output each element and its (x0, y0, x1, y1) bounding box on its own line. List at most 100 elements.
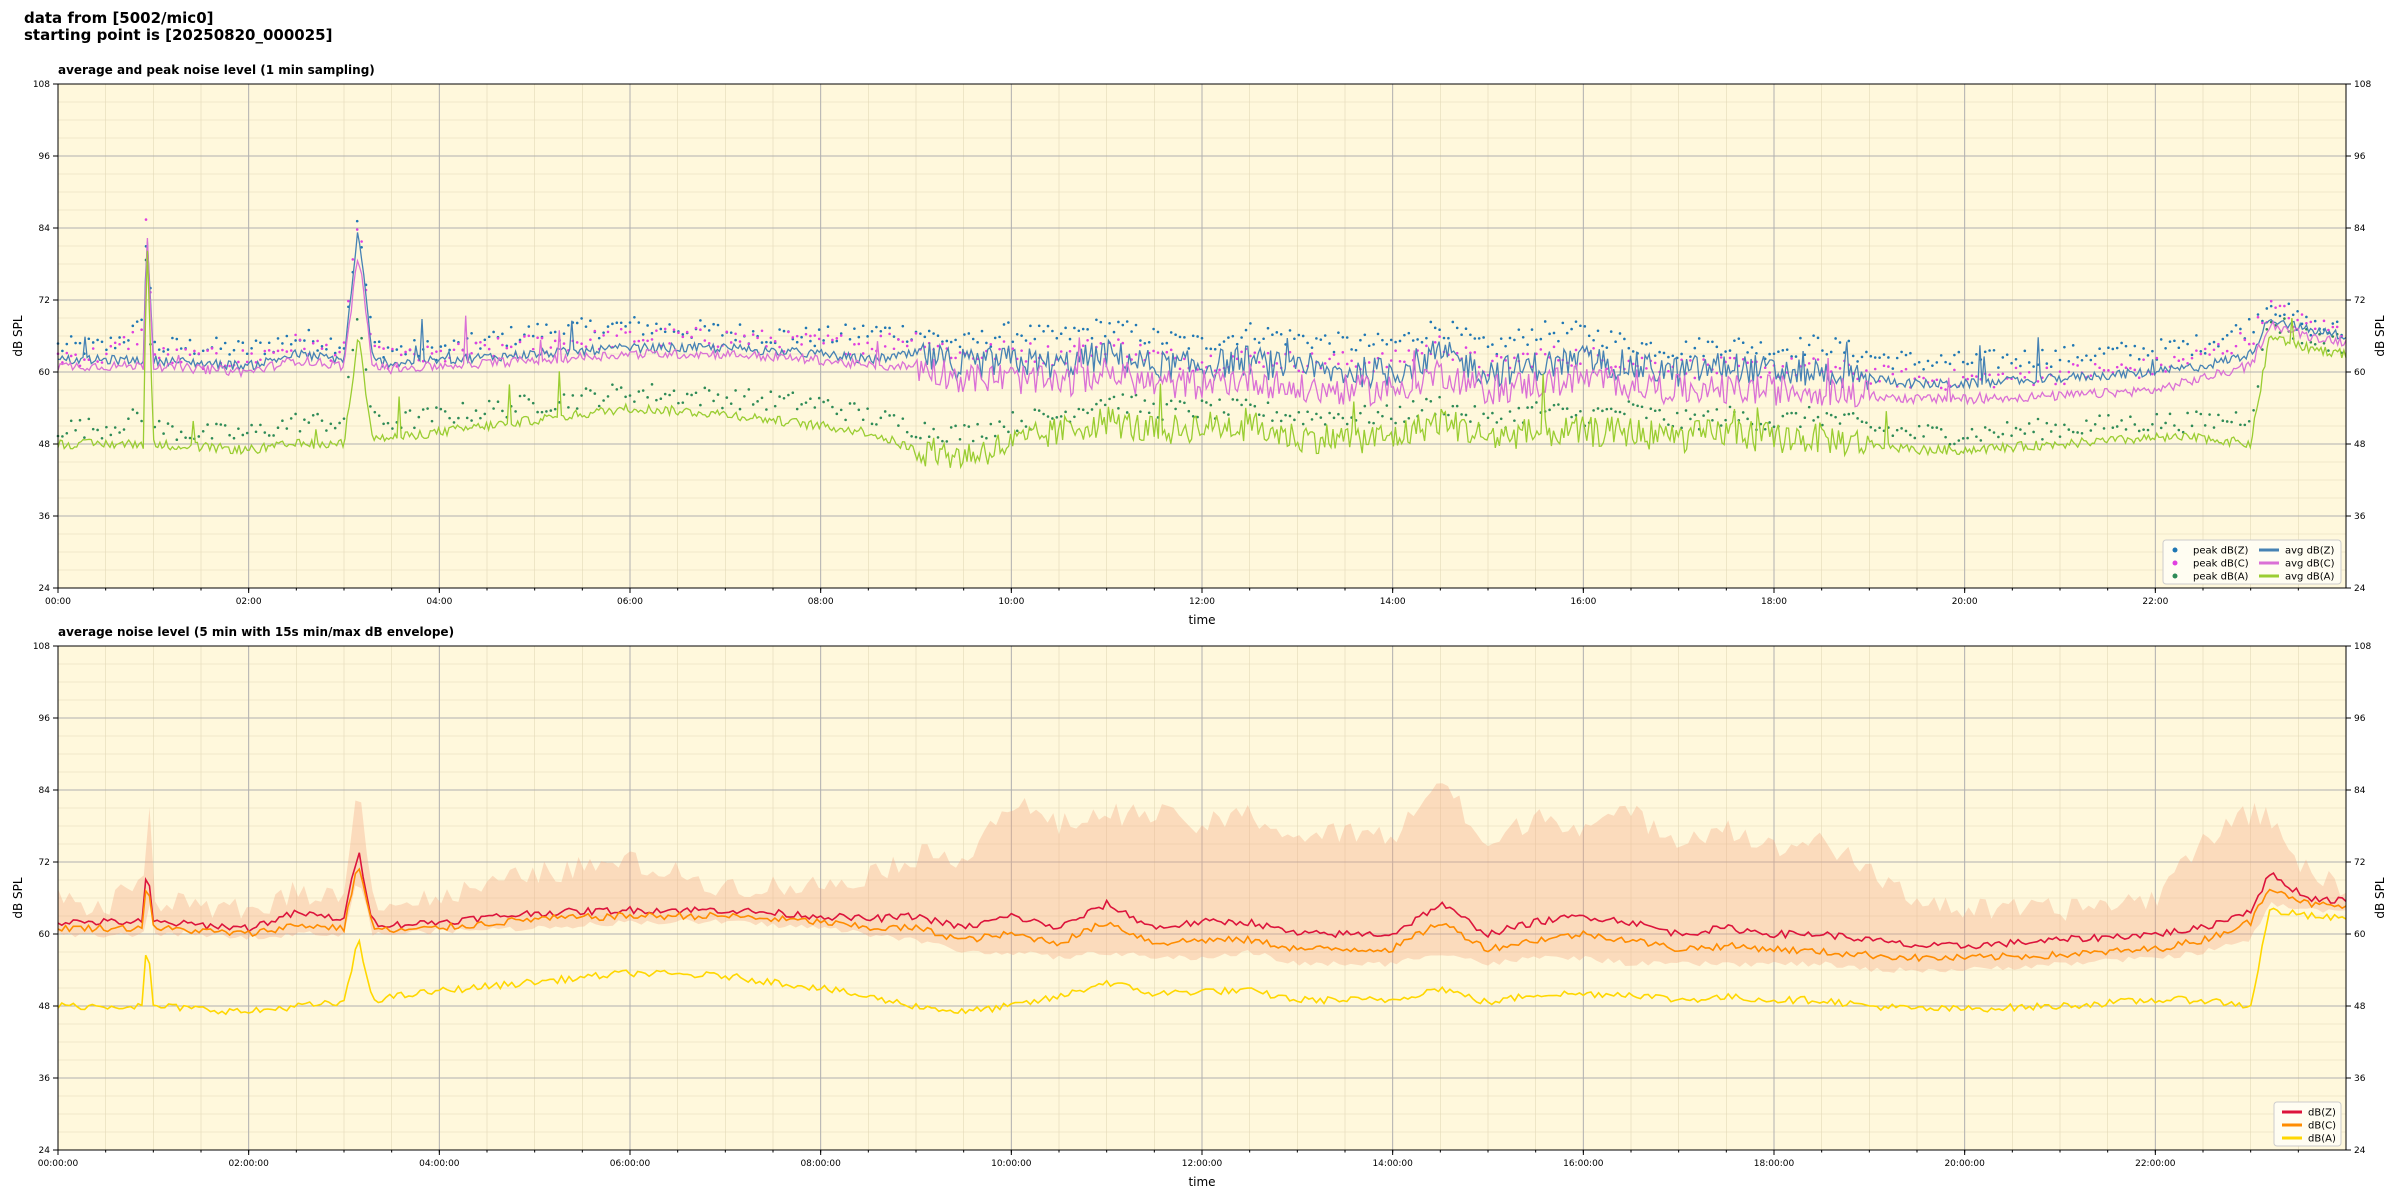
peak-point (1147, 411, 1151, 415)
peak-point (144, 218, 148, 221)
peak-point (637, 390, 641, 393)
peak-point (751, 403, 755, 406)
peak-point (228, 353, 231, 356)
peak-point (1777, 350, 1780, 354)
peak-point (311, 341, 315, 345)
peak-point (1482, 336, 1485, 339)
peak-point (817, 337, 821, 341)
peak-point (435, 406, 438, 409)
peak-point (294, 333, 297, 337)
peak-point (923, 421, 927, 425)
x-tick-label: 20:00:00 (1944, 1159, 1985, 1169)
peak-point (1464, 413, 1468, 417)
peak-point (338, 350, 341, 354)
peak-point (536, 336, 539, 340)
peak-point (1240, 403, 1243, 407)
peak-point (633, 315, 636, 319)
peak-point (1077, 329, 1081, 333)
peak-point (1359, 338, 1362, 342)
peak-point (109, 344, 113, 348)
peak-point (197, 435, 201, 438)
peak-point (800, 403, 803, 406)
peak-point (853, 343, 856, 346)
peak-point (716, 393, 720, 396)
peak-point (861, 352, 865, 355)
peak-point (1662, 351, 1666, 355)
peak-point (1909, 351, 1912, 355)
peak-point (1931, 426, 1934, 429)
peak-point (470, 351, 473, 355)
peak-point (1724, 418, 1727, 422)
peak-point (1931, 364, 1934, 367)
peak-point (1438, 395, 1441, 399)
peak-point (2014, 426, 2018, 430)
peak-point (505, 344, 509, 348)
peak-point (430, 352, 434, 355)
peak-point (272, 434, 275, 437)
peak-point (1187, 409, 1191, 413)
peak-point (743, 334, 746, 337)
y-axis-label-left: dB SPL (11, 877, 25, 919)
peak-point (672, 330, 676, 333)
peak-point (1222, 411, 1226, 414)
peak-point (2093, 422, 2097, 426)
legend-label: dB(Z) (2308, 1108, 2336, 1119)
peak-point (2067, 359, 2071, 363)
peak-point (1090, 336, 1094, 340)
peak-point (1601, 344, 1604, 348)
peak-point (1037, 324, 1041, 328)
legend-label: avg dB(C) (2285, 559, 2335, 570)
peak-point (857, 408, 861, 412)
peak-point (1887, 365, 1890, 368)
peak-point (355, 318, 359, 321)
peak-point (615, 321, 619, 325)
peak-point (2283, 313, 2286, 316)
peak-point (338, 421, 341, 425)
peak-point (113, 426, 117, 429)
peak-point (2115, 425, 2119, 428)
peak-point (672, 328, 676, 331)
peak-point (105, 352, 108, 356)
peak-point (1548, 332, 1551, 336)
peak-point (69, 419, 73, 423)
peak-point (2287, 302, 2291, 306)
peak-point (2239, 331, 2242, 335)
peak-point (2296, 309, 2299, 313)
peak-point (641, 389, 645, 392)
peak-point (1389, 359, 1393, 362)
peak-point (1961, 437, 1965, 440)
peak-point (369, 405, 372, 408)
peak-point (2071, 430, 2075, 434)
peak-point (1926, 424, 1930, 427)
peak-point (2190, 353, 2194, 357)
peak-point (2076, 431, 2079, 434)
peak-point (281, 348, 284, 352)
peak-point (1953, 353, 1956, 357)
peak-point (593, 329, 597, 333)
peak-point (1645, 342, 1648, 346)
peak-point (241, 341, 245, 345)
peak-point (105, 425, 108, 429)
peak-point (1574, 348, 1578, 352)
y-tick-label-right: 48 (2354, 1002, 2366, 1012)
peak-point (1816, 336, 1820, 340)
peak-point (646, 339, 649, 343)
peak-point (883, 410, 887, 413)
peak-point (1491, 411, 1494, 415)
peak-point (1961, 375, 1965, 379)
peak-point (2001, 356, 2005, 359)
peak-point (835, 337, 839, 340)
peak-point (1579, 409, 1582, 413)
x-tick-label: 00:00 (45, 597, 71, 607)
peak-point (734, 338, 737, 342)
peak-point (602, 399, 605, 402)
peak-point (1007, 430, 1010, 434)
peak-point (602, 334, 605, 337)
peak-point (1759, 375, 1763, 379)
peak-point (1869, 354, 1873, 358)
peak-point (1719, 353, 1723, 356)
peak-point (1112, 330, 1116, 334)
peak-point (1367, 421, 1371, 424)
y-tick-label-right: 96 (2354, 714, 2366, 724)
peak-point (1033, 360, 1037, 363)
